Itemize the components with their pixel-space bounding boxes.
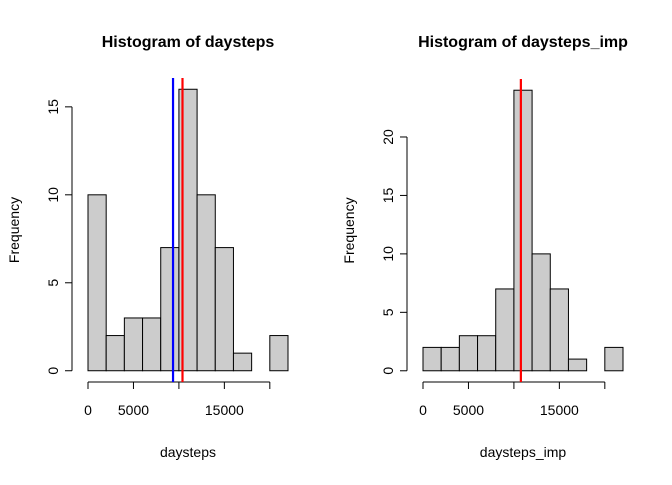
- bar: [142, 317, 162, 372]
- bar: [105, 335, 125, 372]
- y-tick-label: 0: [45, 367, 61, 375]
- bar: [232, 352, 253, 372]
- chart-title: Histogram of daysteps: [102, 34, 275, 51]
- y-tick-label: 0: [380, 367, 396, 375]
- y-tick-label: 5: [45, 279, 61, 287]
- bar: [87, 194, 107, 372]
- y-tick-label: 20: [380, 129, 396, 145]
- bar: [567, 358, 588, 372]
- x-tick-label: 5000: [118, 402, 149, 418]
- bar: [160, 247, 180, 372]
- bar: [214, 247, 234, 372]
- bar: [269, 335, 289, 372]
- bar: [440, 346, 460, 372]
- y-tick-label: 10: [45, 187, 61, 203]
- x-tick-label: 15000: [205, 402, 244, 418]
- bar: [123, 317, 144, 372]
- x-tick-label: 5000: [453, 402, 484, 418]
- x-tick-label: 15000: [540, 402, 579, 418]
- y-tick-label: 5: [380, 308, 396, 316]
- bar: [477, 335, 497, 372]
- bar: [196, 194, 216, 372]
- y-axis-label: Frequency: [6, 197, 22, 263]
- x-axis-label: daysteps: [160, 444, 216, 460]
- bar: [422, 346, 442, 372]
- chart-title: Histogram of daysteps_imp: [418, 34, 628, 51]
- y-tick-label: 15: [380, 187, 396, 203]
- bar: [549, 288, 569, 372]
- bar: [458, 335, 479, 372]
- y-tick-label: 15: [45, 99, 61, 115]
- bar: [513, 89, 533, 372]
- x-axis-label: daysteps_imp: [480, 444, 567, 460]
- y-axis-label: Frequency: [341, 197, 357, 263]
- y-tick-label: 10: [380, 246, 396, 262]
- x-tick-label: 0: [419, 402, 427, 418]
- x-tick-label: 0: [84, 402, 92, 418]
- bar: [531, 253, 551, 372]
- bar: [604, 346, 624, 372]
- bar: [495, 288, 515, 372]
